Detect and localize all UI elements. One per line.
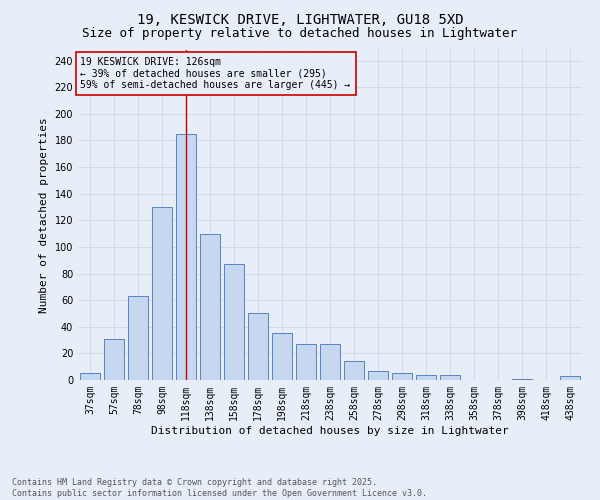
Y-axis label: Number of detached properties: Number of detached properties (39, 117, 49, 313)
Text: 19 KESWICK DRIVE: 126sqm
← 39% of detached houses are smaller (295)
59% of semi-: 19 KESWICK DRIVE: 126sqm ← 39% of detach… (80, 56, 350, 90)
Bar (128, 296, 148, 380)
Bar (512, 378, 532, 380)
X-axis label: Distribution of detached houses by size in Lightwater: Distribution of detached houses by size … (151, 426, 509, 436)
Bar (416, 374, 436, 380)
Bar (80, 374, 100, 380)
Text: Size of property relative to detached houses in Lightwater: Size of property relative to detached ho… (83, 28, 517, 40)
Bar (440, 374, 460, 380)
Bar (224, 264, 244, 380)
Bar (152, 207, 172, 380)
Text: 19, KESWICK DRIVE, LIGHTWATER, GU18 5XD: 19, KESWICK DRIVE, LIGHTWATER, GU18 5XD (137, 12, 463, 26)
Bar (560, 376, 580, 380)
Bar (272, 334, 292, 380)
Bar (104, 339, 124, 380)
Text: Contains HM Land Registry data © Crown copyright and database right 2025.
Contai: Contains HM Land Registry data © Crown c… (12, 478, 427, 498)
Bar (320, 344, 340, 380)
Bar (248, 314, 268, 380)
Bar (296, 344, 316, 380)
Bar (176, 134, 196, 380)
Bar (392, 374, 412, 380)
Bar (344, 362, 364, 380)
Bar (368, 370, 388, 380)
Bar (200, 234, 220, 380)
